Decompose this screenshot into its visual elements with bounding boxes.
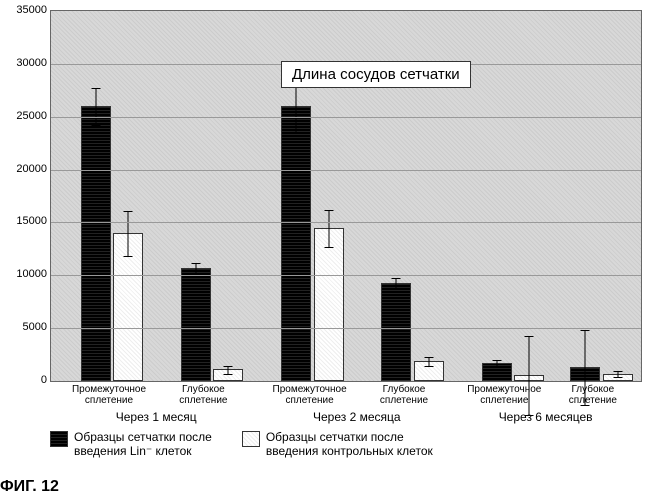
- error-bar: [296, 82, 297, 133]
- x-sub-label: Глубокоесплетение: [380, 384, 428, 406]
- x-sub-label: Промежуточноесплетение: [467, 384, 541, 406]
- x-group-label: Через 6 месяцев: [499, 410, 593, 424]
- chart-container: Длина сосудов сетчатки 0 5000 10000 15000 20…: [0, 0, 662, 500]
- bar: [81, 106, 111, 381]
- y-tick-label: 35000: [16, 4, 47, 16]
- error-bar: [617, 371, 618, 377]
- y-tick-label: 25000: [16, 110, 47, 122]
- bar: [482, 363, 512, 381]
- bar: [514, 375, 544, 381]
- legend-item: Образцы сетчатки послевведения Lin⁻ клет…: [50, 430, 212, 458]
- error-bar: [195, 263, 196, 276]
- legend: Образцы сетчатки послевведения Lin⁻ клет…: [50, 430, 433, 458]
- x-sub-label: Глубокоесплетение: [569, 384, 617, 406]
- x-group-label: Через 1 месяц: [116, 410, 197, 424]
- bar: [314, 228, 344, 381]
- bar: [213, 369, 243, 381]
- bar: [381, 283, 411, 381]
- error-bar: [127, 211, 128, 258]
- bar: [281, 106, 311, 381]
- bar: [414, 361, 444, 381]
- error-bar: [328, 210, 329, 248]
- bar: [570, 367, 600, 381]
- grid-line: [51, 328, 641, 329]
- grid-line: [51, 170, 641, 171]
- y-tick-label: 15000: [16, 215, 47, 227]
- y-tick-label: 10000: [16, 268, 47, 280]
- legend-text: Образцы сетчатки послевведения Lin⁻ клет…: [74, 430, 212, 458]
- chart-title: Длина сосудов сетчатки: [281, 61, 471, 88]
- grid-line: [51, 222, 641, 223]
- legend-item: Образцы сетчатки послевведения контрольн…: [242, 430, 433, 458]
- x-sub-label: Промежуточноесплетение: [273, 384, 347, 406]
- legend-swatch: [242, 431, 260, 447]
- legend-swatch: [50, 431, 68, 447]
- x-sub-label: Глубокоесплетение: [179, 384, 227, 406]
- grid-line: [51, 117, 641, 118]
- error-bar: [496, 360, 497, 368]
- y-tick-label: 0: [41, 374, 47, 386]
- figure-caption: ФИГ. 12: [0, 478, 59, 496]
- bar: [181, 268, 211, 381]
- plot-area: Длина сосудов сетчатки: [50, 10, 642, 382]
- x-group-label: Через 2 месяца: [313, 410, 401, 424]
- legend-text: Образцы сетчатки послевведения контрольн…: [266, 430, 433, 458]
- bar: [603, 374, 633, 381]
- y-tick-label: 30000: [16, 57, 47, 69]
- error-bar: [396, 278, 397, 289]
- x-sub-label: Промежуточноесплетение: [72, 384, 146, 406]
- grid-line: [51, 275, 641, 276]
- error-bar: [228, 366, 229, 374]
- y-tick-label: 20000: [16, 163, 47, 175]
- y-tick-label: 5000: [23, 321, 47, 333]
- error-bar: [95, 88, 96, 126]
- bar: [113, 233, 143, 381]
- error-bar: [428, 357, 429, 368]
